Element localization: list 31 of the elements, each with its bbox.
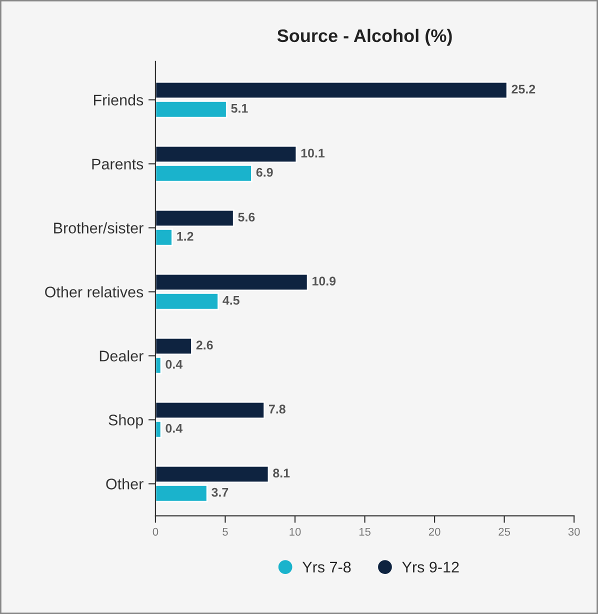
data-label: 2.6 [196,340,213,350]
y-tick-label: Dealer [100,350,144,362]
data-label: 8.1 [273,468,290,478]
y-tick-label: Brother/sister [54,222,144,234]
y-tick-label: Other relatives [45,286,144,298]
y-tick-label: Other [106,478,144,490]
data-label: 1.2 [177,232,194,241]
x-tick-label: 25 [498,528,510,536]
data-label: 5.6 [238,212,255,222]
legend-label: Yrs 7-8 [302,562,351,573]
data-label: 10.9 [312,276,336,286]
x-tick-label: 0 [152,528,158,536]
x-tick-label: 20 [428,528,440,536]
x-tick-label: 5 [222,528,228,536]
x-tick-label: 15 [359,528,370,536]
x-tick-label: 30 [568,528,580,536]
data-label: 0.4 [166,360,183,369]
data-label: 6.9 [256,168,273,177]
y-tick-label: Shop [108,414,144,428]
y-tick-label: Friends [94,94,144,106]
y-tick-label: Parents [92,158,144,170]
data-label: 0.4 [166,424,183,433]
data-label: 4.5 [222,296,240,305]
legend-label: Yrs 9-12 [402,562,459,573]
data-label: 25.2 [512,84,536,94]
data-label: 3.7 [212,488,228,497]
x-tick-label: 10 [290,528,301,536]
data-label: 5.1 [231,104,248,113]
data-label: 7.8 [269,404,286,414]
chart-title: Source - Alcohol (%) [277,28,452,46]
data-label: 10.1 [301,148,325,158]
